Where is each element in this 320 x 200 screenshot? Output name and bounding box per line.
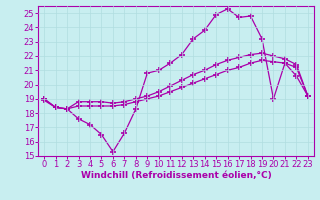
X-axis label: Windchill (Refroidissement éolien,°C): Windchill (Refroidissement éolien,°C) bbox=[81, 171, 271, 180]
